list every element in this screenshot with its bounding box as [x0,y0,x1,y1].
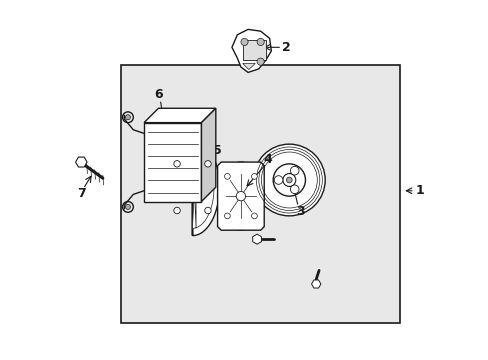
Circle shape [224,213,230,219]
Circle shape [290,185,298,194]
Polygon shape [231,30,271,72]
Text: 1: 1 [415,184,424,197]
Circle shape [286,177,292,183]
Circle shape [273,164,305,196]
Circle shape [282,174,295,186]
Circle shape [257,39,264,45]
Circle shape [125,204,130,210]
FancyBboxPatch shape [144,123,201,202]
Circle shape [173,207,180,214]
Ellipse shape [217,162,264,230]
Text: 3: 3 [295,205,304,218]
Circle shape [257,58,264,65]
Text: 5: 5 [213,144,222,157]
Circle shape [173,161,180,167]
Circle shape [290,166,298,175]
Circle shape [125,115,130,120]
Circle shape [241,39,247,45]
Circle shape [224,174,230,179]
Polygon shape [192,139,219,235]
Polygon shape [201,108,215,202]
FancyBboxPatch shape [242,40,265,60]
Text: 6: 6 [154,88,163,101]
Circle shape [251,174,257,179]
FancyBboxPatch shape [121,65,400,323]
Circle shape [274,176,282,184]
Polygon shape [144,108,215,123]
Circle shape [236,192,245,201]
Circle shape [251,213,257,219]
Text: 4: 4 [263,153,272,166]
Circle shape [204,207,211,214]
Polygon shape [217,162,264,230]
Circle shape [204,161,211,167]
Text: 2: 2 [282,41,290,54]
Polygon shape [242,63,255,69]
Text: 7: 7 [77,187,85,200]
Polygon shape [192,146,214,228]
Circle shape [253,144,325,216]
